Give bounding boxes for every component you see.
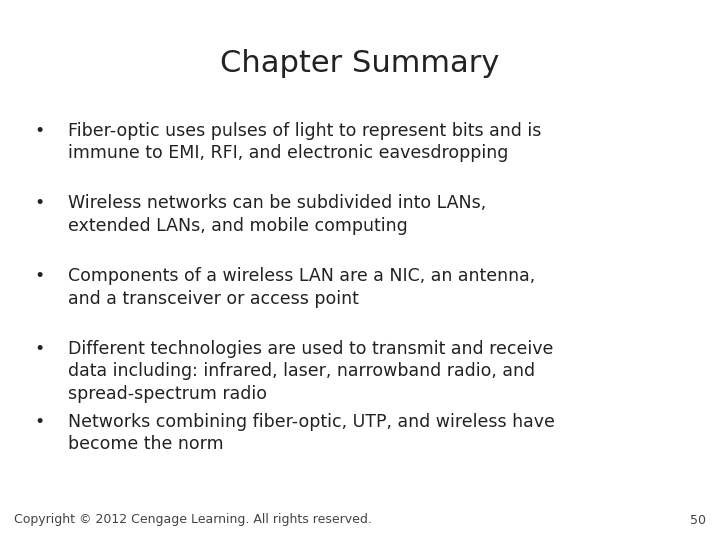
Text: Chapter Summary: Chapter Summary [220,49,500,78]
Text: •: • [35,267,45,285]
Text: •: • [35,340,45,358]
Text: Wireless networks can be subdivided into LANs,
extended LANs, and mobile computi: Wireless networks can be subdivided into… [68,194,487,234]
Text: •: • [35,413,45,431]
Text: Fiber-optic uses pulses of light to represent bits and is
immune to EMI, RFI, an: Fiber-optic uses pulses of light to repr… [68,122,541,161]
Text: •: • [35,194,45,212]
Text: Different technologies are used to transmit and receive
data including: infrared: Different technologies are used to trans… [68,340,554,403]
Text: •: • [35,122,45,139]
Text: Components of a wireless LAN are a NIC, an antenna,
and a transceiver or access : Components of a wireless LAN are a NIC, … [68,267,536,307]
Text: Copyright © 2012 Cengage Learning. All rights reserved.: Copyright © 2012 Cengage Learning. All r… [14,514,372,526]
Text: 50: 50 [690,514,706,526]
Text: Networks combining fiber-optic, UTP, and wireless have
become the norm: Networks combining fiber-optic, UTP, and… [68,413,555,453]
